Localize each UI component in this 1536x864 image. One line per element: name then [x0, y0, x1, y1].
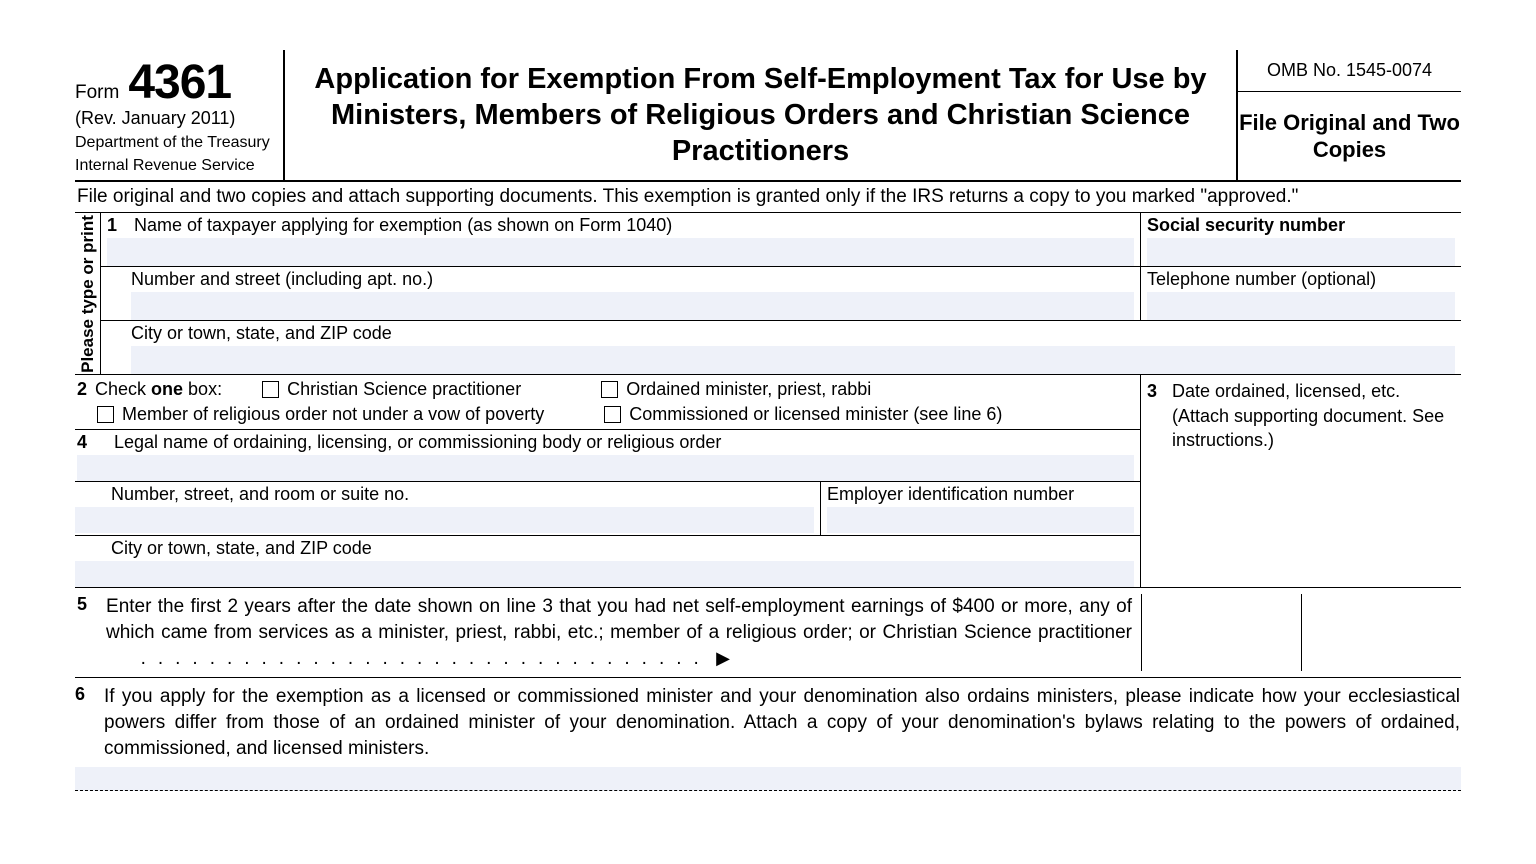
checkbox-christian-science[interactable]: Christian Science practitioner — [262, 379, 521, 400]
line-2: 2 Check one box: Christian Science pract… — [75, 375, 1140, 430]
checkbox-member-religious-order[interactable]: Member of religious order not under a vo… — [97, 404, 544, 425]
org-address-label: Number, street, and room or suite no. — [111, 484, 409, 504]
ein-label: Employer identification number — [827, 484, 1074, 504]
check-suffix: box: — [183, 379, 222, 399]
form-word: Form — [75, 82, 119, 104]
check-prefix: Check — [95, 379, 151, 399]
header-left: Form 4361 (Rev. January 2011) Department… — [75, 50, 285, 180]
check-bold: one — [151, 379, 183, 399]
taxpayer-name-input[interactable] — [107, 238, 1134, 266]
line-6: 6 If you apply for the exemption as a li… — [75, 678, 1461, 791]
department-line-1: Department of the Treasury — [75, 133, 283, 152]
checkbox-ordained-minister[interactable]: Ordained minister, priest, rabbi — [601, 379, 871, 400]
dot-leader: ................................. — [106, 648, 711, 669]
section-2-3-4: 2 Check one box: Christian Science pract… — [75, 375, 1461, 588]
legal-name-label: Legal name of ordaining, licensing, or c… — [114, 432, 721, 452]
line-5: 5 Enter the first 2 years after the date… — [75, 588, 1461, 678]
line-1-number: 1 — [107, 215, 129, 236]
omb-number: OMB No. 1545-0074 — [1238, 50, 1461, 92]
line-3: 3 Date ordained, licensed, etc. (Attach … — [1141, 375, 1461, 587]
org-city-input[interactable] — [75, 561, 1134, 587]
line-6-number: 6 — [75, 684, 99, 705]
ssn-label: Social security number — [1147, 215, 1345, 235]
legal-name-input[interactable] — [77, 455, 1134, 481]
year-2-input[interactable] — [1302, 594, 1461, 671]
date-ordained-label: Date ordained, licensed, etc. (Attach su… — [1172, 379, 1454, 452]
checkbox-icon — [262, 381, 279, 398]
line-2-number: 2 — [75, 379, 95, 400]
opt-comm-label: Commissioned or licensed minister (see l… — [629, 404, 1002, 425]
section-1: Please type or print 1 Name of taxpayer … — [75, 213, 1461, 375]
city-state-zip-input[interactable] — [131, 346, 1455, 374]
line-4: 4 Legal name of ordaining, licensing, or… — [75, 430, 1140, 587]
checkbox-icon — [604, 406, 621, 423]
form-header: Form 4361 (Rev. January 2011) Department… — [75, 50, 1461, 182]
vertical-label-col: Please type or print — [75, 213, 101, 374]
telephone-label: Telephone number (optional) — [1147, 269, 1376, 289]
file-original-label: File Original and Two Copies — [1238, 92, 1461, 180]
form-4361: Form 4361 (Rev. January 2011) Department… — [75, 50, 1461, 791]
form-title: Application for Exemption From Self-Empl… — [285, 50, 1236, 180]
org-city-label: City or town, state, and ZIP code — [111, 538, 372, 558]
street-address-label: Number and street (including apt. no.) — [131, 269, 433, 289]
checkbox-commissioned-minister[interactable]: Commissioned or licensed minister (see l… — [604, 404, 1002, 425]
line-4-number: 4 — [77, 432, 109, 453]
department-line-2: Internal Revenue Service — [75, 156, 283, 175]
form-number: 4361 — [128, 55, 231, 110]
city-state-zip-label: City or town, state, and ZIP code — [131, 323, 392, 343]
revision-date: (Rev. January 2011) — [75, 108, 283, 129]
org-address-input[interactable] — [75, 507, 814, 533]
checkbox-icon — [97, 406, 114, 423]
line-5-body: Enter the first 2 years after the date s… — [106, 596, 1132, 643]
line-5-year-boxes — [1141, 594, 1461, 671]
filing-instruction: File original and two copies and attach … — [75, 182, 1461, 213]
line-6-text: If you apply for the exemption as a lice… — [104, 684, 1460, 761]
header-right: OMB No. 1545-0074 File Original and Two … — [1236, 50, 1461, 180]
year-1-input[interactable] — [1142, 594, 1302, 671]
ein-input[interactable] — [827, 507, 1134, 533]
opt-member-label: Member of religious order not under a vo… — [122, 404, 544, 425]
telephone-input[interactable] — [1147, 292, 1455, 320]
line-5-number: 5 — [77, 594, 101, 615]
checkbox-icon — [601, 381, 618, 398]
opt-csp-label: Christian Science practitioner — [287, 379, 521, 400]
line-3-number: 3 — [1147, 379, 1167, 403]
ssn-input[interactable] — [1147, 238, 1455, 266]
line-6-input[interactable] — [75, 767, 1461, 791]
line-5-text: Enter the first 2 years after the date s… — [106, 594, 1140, 671]
check-one-box-label: Check one box: — [95, 379, 222, 400]
arrow-icon: ▶ — [716, 648, 730, 668]
please-type-or-print: Please type or print — [78, 215, 98, 373]
opt-ord-label: Ordained minister, priest, rabbi — [626, 379, 871, 400]
taxpayer-name-label: Name of taxpayer applying for exemption … — [134, 215, 672, 235]
street-address-input[interactable] — [131, 292, 1134, 320]
